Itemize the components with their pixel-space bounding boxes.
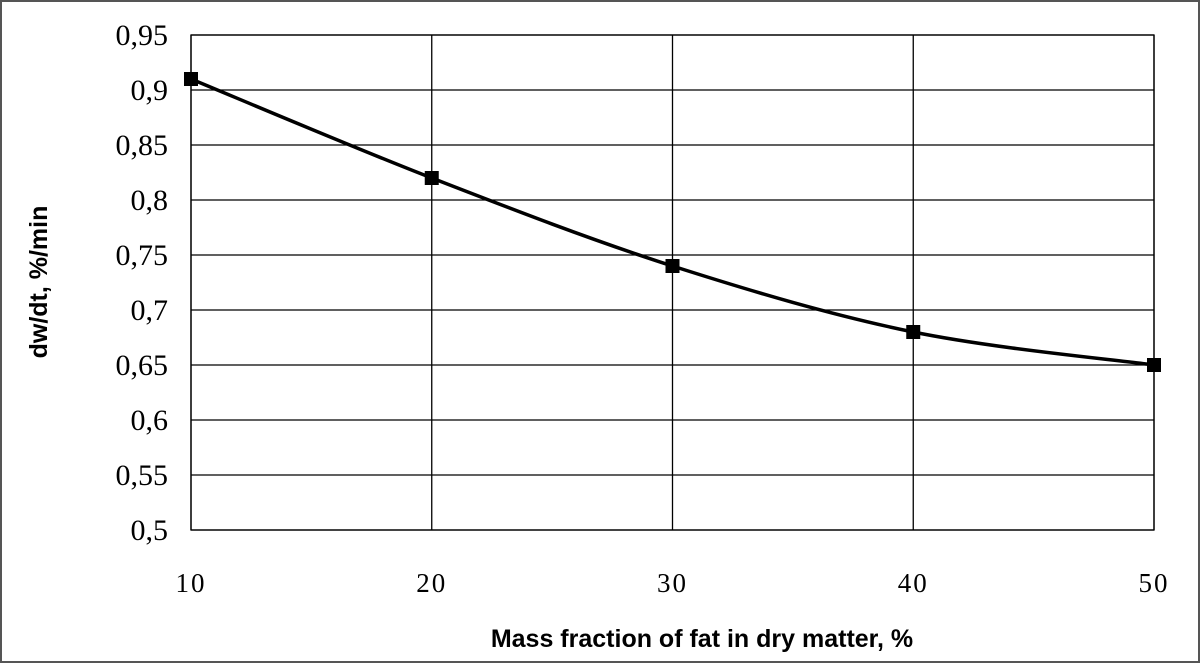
x-axis-label: Mass fraction of fat in dry matter, %	[491, 625, 913, 653]
x-tick-label: 30	[657, 568, 688, 598]
y-tick-label: 0,8	[131, 184, 169, 217]
plot-area-border	[190, 34, 1155, 531]
y-axis-label: dw/dt, %/min	[25, 206, 53, 359]
y-tick-label: 0,85	[116, 129, 169, 162]
y-tick-label: 0,95	[116, 19, 169, 52]
grid-lines	[190, 34, 1155, 531]
data-point-marker	[1147, 358, 1161, 372]
y-tick-label: 0,7	[131, 294, 169, 327]
x-tick-label: 50	[1139, 568, 1170, 598]
y-tick-label: 0,75	[116, 239, 169, 272]
y-tick-label: 0,9	[131, 74, 169, 107]
data-point-marker	[424, 171, 439, 185]
data-point-marker	[906, 325, 921, 339]
x-tick-label: 40	[898, 568, 929, 598]
data-point-marker	[665, 259, 680, 273]
x-tick-labels: 10 20 30 40 50	[176, 568, 1170, 598]
data-point-marker	[184, 72, 198, 86]
y-tick-label: 0,55	[116, 459, 169, 492]
y-tick-labels: 0,5 0,55 0,6 0,65 0,7 0,75 0,8 0,85 0,9 0,95	[116, 19, 169, 547]
y-tick-label: 0,5	[131, 514, 169, 547]
data-series	[184, 72, 1161, 372]
y-tick-label: 0,65	[116, 349, 169, 382]
x-tick-label: 20	[416, 568, 447, 598]
y-tick-label: 0,6	[131, 404, 169, 437]
x-tick-label: 10	[176, 568, 207, 598]
